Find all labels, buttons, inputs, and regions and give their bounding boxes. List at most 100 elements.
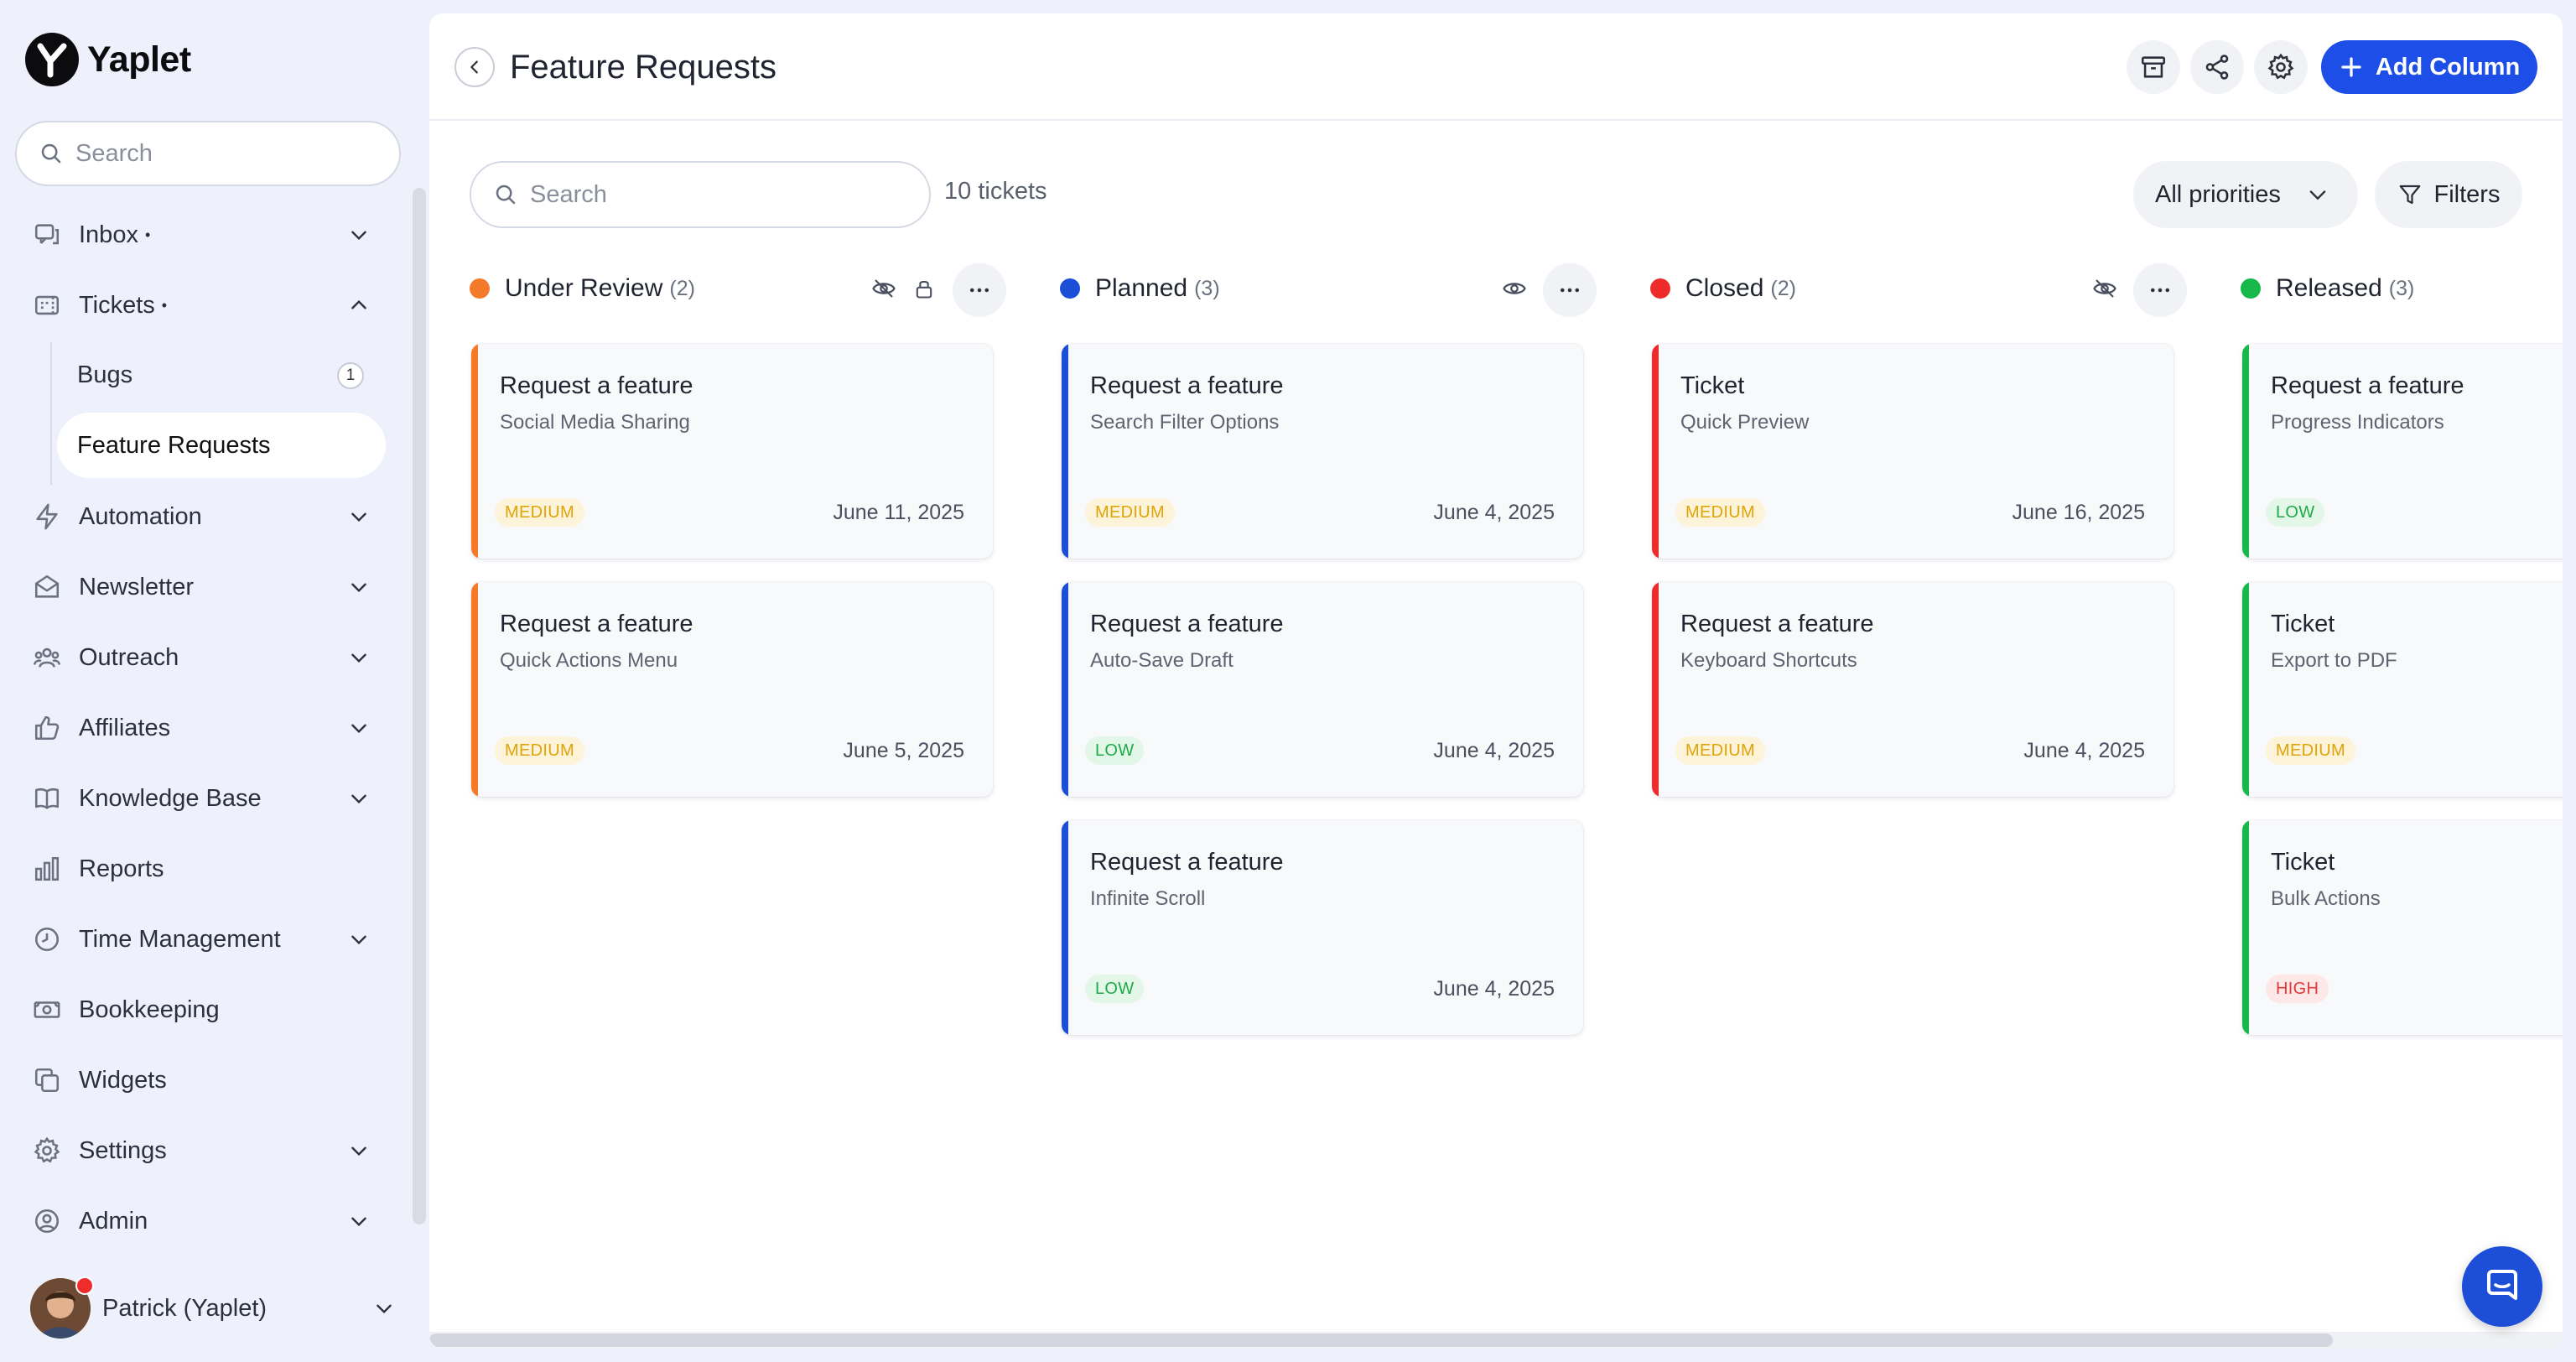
chevron-down-icon[interactable] [344, 502, 374, 532]
column-count: (3) [2388, 276, 2415, 300]
archive-button[interactable] [2127, 40, 2180, 94]
chevron-down-icon[interactable] [344, 713, 374, 743]
card-subtitle: Progress Indicators [2271, 411, 2444, 434]
thumbs-up-icon [30, 711, 64, 745]
ticket-card[interactable]: Request a feature Auto-Save Draft LOW Ju… [1062, 582, 1583, 797]
eye-off-icon[interactable] [870, 275, 897, 302]
board-search-input[interactable]: Search [470, 161, 931, 228]
filter-icon [2397, 182, 2423, 207]
page-header: Feature Requests Add Column [429, 13, 2563, 121]
ticket-card[interactable]: Ticket Quick Preview MEDIUM June 16, 202… [1652, 344, 2174, 559]
brand-logo[interactable]: Yaplet [25, 32, 191, 87]
sidebar-item-time-management[interactable]: Time Management [30, 914, 374, 964]
chevron-down-icon[interactable] [344, 220, 374, 250]
card-date: June 11, 2025 [833, 501, 964, 524]
chevron-down-icon[interactable] [344, 572, 374, 602]
column-name: Closed [1685, 274, 1764, 302]
sidebar-item-tickets[interactable]: Tickets • [30, 280, 374, 330]
priority-badge: LOW [2266, 498, 2325, 527]
sidebar-item-label: Time Management [79, 925, 281, 953]
ticket-card[interactable]: Request a feature Quick Actions Menu MED… [471, 582, 993, 797]
column-menu-button[interactable] [953, 263, 1006, 317]
priority-badge: MEDIUM [2266, 736, 2355, 765]
ticket-card[interactable]: Request a feature Social Media Sharing M… [471, 344, 993, 559]
card-subtitle: Search Filter Options [1090, 411, 1280, 434]
user-menu[interactable]: Patrick (Yaplet) [30, 1276, 399, 1340]
sidebar-item-affiliates[interactable]: Affiliates [30, 703, 374, 753]
sidebar-item-widgets[interactable]: Widgets [30, 1055, 374, 1105]
page-title: Feature Requests [510, 49, 776, 86]
chevron-down-icon[interactable] [344, 1136, 374, 1166]
chat-launcher-button[interactable] [2462, 1246, 2542, 1327]
status-dot [2241, 278, 2261, 299]
share-button[interactable] [2190, 40, 2244, 94]
column-name: Released [2276, 274, 2382, 302]
ticket-card[interactable]: Request a feature Search Filter Options … [1062, 344, 1583, 559]
add-column-button[interactable]: Add Column [2321, 40, 2537, 94]
sidebar-item-reports[interactable]: Reports [30, 844, 374, 894]
card-subtitle: Keyboard Shortcuts [1680, 649, 1857, 672]
ticket-card[interactable]: Request a feature Infinite Scroll LOW Ju… [1062, 820, 1583, 1035]
ticket-card[interactable]: Ticket Bulk Actions HIGH [2242, 820, 2563, 1035]
priority-filter-dropdown[interactable]: All priorities [2133, 161, 2358, 228]
chevron-down-icon[interactable] [369, 1293, 399, 1323]
sidebar-item-settings[interactable]: Settings [30, 1125, 374, 1176]
sidebar-subitem-label: Bugs [77, 361, 133, 388]
filters-button[interactable]: Filters [2375, 161, 2522, 228]
board-settings-button[interactable] [2254, 40, 2308, 94]
sidebar-item-label: Automation [79, 502, 202, 530]
board-search-placeholder: Search [530, 180, 607, 208]
sidebar-item-admin[interactable]: Admin [30, 1196, 374, 1246]
column-header-closed[interactable]: Closed (2) [1650, 262, 1796, 315]
sidebar-subitem-bugs[interactable]: Bugs 1 [57, 342, 386, 408]
sidebar-item-automation[interactable]: Automation [30, 491, 374, 542]
more-horizontal-icon [2148, 278, 2173, 303]
chevron-down-icon[interactable] [344, 642, 374, 673]
eye-icon[interactable] [1501, 275, 1528, 302]
priority-filter-value: All priorities [2155, 180, 2281, 208]
sidebar-subitem-feature-requests[interactable]: Feature Requests [57, 413, 386, 478]
back-button[interactable] [454, 47, 495, 87]
chevron-down-icon[interactable] [344, 924, 374, 954]
column-header-under-review[interactable]: Under Review (2) [470, 262, 695, 315]
column-menu-button[interactable] [2133, 263, 2187, 317]
chevron-up-icon[interactable] [344, 290, 374, 320]
priority-badge: MEDIUM [495, 498, 584, 527]
column-menu-button[interactable] [1543, 263, 1597, 317]
sidebar-search-input[interactable]: Search [15, 121, 401, 186]
chevron-down-icon[interactable] [344, 1206, 374, 1236]
add-column-label: Add Column [2375, 53, 2521, 81]
sidebar: Yaplet Search Inbox • Tickets • Bugs 1 Fea… [0, 0, 429, 1362]
sidebar-item-knowledge-base[interactable]: Knowledge Base [30, 773, 374, 824]
card-title: Request a feature [500, 611, 693, 637]
sidebar-item-bookkeeping[interactable]: Bookkeeping [30, 985, 374, 1035]
column-header-planned[interactable]: Planned (3) [1060, 262, 1220, 315]
unread-dot: • [144, 226, 151, 244]
ticket-card[interactable]: Request a feature Progress Indicators LO… [2242, 344, 2563, 559]
sidebar-item-label: Settings [79, 1136, 167, 1164]
card-title: Ticket [1680, 372, 1745, 399]
user-circle-icon [30, 1204, 64, 1238]
gear-icon [2267, 53, 2295, 81]
card-status-bar [2242, 582, 2249, 797]
column-header-released[interactable]: Released (3) [2241, 262, 2414, 315]
chevron-down-icon[interactable] [344, 783, 374, 814]
board-scrollbar-thumb[interactable] [429, 1333, 2333, 1347]
sidebar-item-newsletter[interactable]: Newsletter [30, 562, 374, 612]
lock-icon[interactable] [911, 275, 937, 302]
card-status-bar [1062, 582, 1068, 797]
ticket-card[interactable]: Request a feature Keyboard Shortcuts MED… [1652, 582, 2174, 797]
sidebar-item-outreach[interactable]: Outreach [30, 632, 374, 683]
count-badge: 1 [337, 362, 364, 389]
main-panel: Feature Requests Add Column Search 10 ti… [429, 13, 2563, 1349]
priority-badge: LOW [1085, 975, 1145, 1003]
priority-badge: MEDIUM [1675, 736, 1765, 765]
inbox-icon [30, 218, 64, 252]
sidebar-scrollbar[interactable] [413, 188, 426, 1224]
eye-off-icon[interactable] [2091, 275, 2118, 302]
ticket-card[interactable]: Ticket Export to PDF MEDIUM [2242, 582, 2563, 797]
card-subtitle: Quick Actions Menu [500, 649, 678, 672]
card-date: June 4, 2025 [1433, 501, 1555, 524]
card-status-bar [2242, 344, 2249, 559]
sidebar-item-inbox[interactable]: Inbox • [30, 210, 374, 260]
